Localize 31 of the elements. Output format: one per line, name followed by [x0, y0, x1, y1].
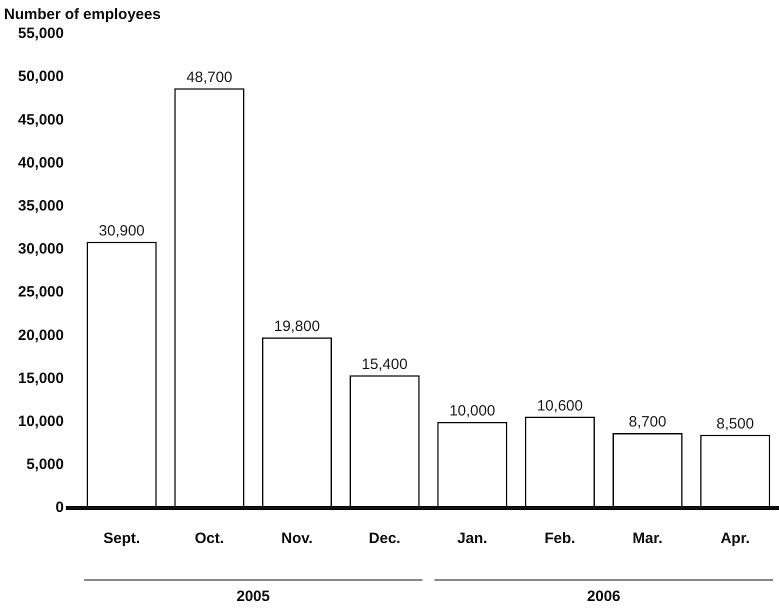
y-tick-label: 15,000	[18, 370, 64, 387]
y-tick-label: 50,000	[18, 68, 64, 86]
text: 2006	[587, 588, 620, 606]
y-tick-label: 35,000	[18, 198, 64, 215]
data-label: 30,900	[98, 222, 145, 240]
x-tick-label: Nov.	[281, 530, 313, 548]
y-tick-label: 25,000	[18, 284, 64, 301]
y-tick-label: 5,000	[26, 456, 64, 474]
x-tick-label: Sept.	[103, 530, 140, 548]
y-tick-label: 55,000	[18, 25, 64, 42]
data-label: 8,500	[716, 415, 754, 432]
data-label: 15,400	[362, 356, 408, 373]
data-label: 8,700	[628, 414, 666, 431]
x-tick-label: Jan.	[457, 530, 488, 548]
data-label: 48,700	[186, 68, 232, 86]
x-tick-label: Mar.	[632, 530, 663, 548]
x-tick-label: Feb.	[544, 530, 576, 548]
data-label: 19,800	[274, 318, 320, 335]
x-tick-label: Apr.	[720, 530, 750, 548]
chart-title: Number of employees	[4, 6, 161, 24]
x-tick-label: Oct.	[194, 530, 224, 548]
y-tick-label: 45,000	[18, 111, 64, 128]
y-tick-label: 0	[56, 499, 64, 516]
y-tick-label: 10,000	[18, 412, 64, 430]
data-label: 10,600	[536, 397, 583, 414]
data-label: 10,000	[449, 402, 496, 420]
y-tick-label: 20,000	[18, 326, 64, 344]
y-tick-label: 30,000	[18, 240, 64, 258]
text: 2005	[236, 588, 270, 606]
y-tick-label: 40,000	[18, 154, 64, 172]
x-tick-label: Dec.	[368, 530, 400, 548]
